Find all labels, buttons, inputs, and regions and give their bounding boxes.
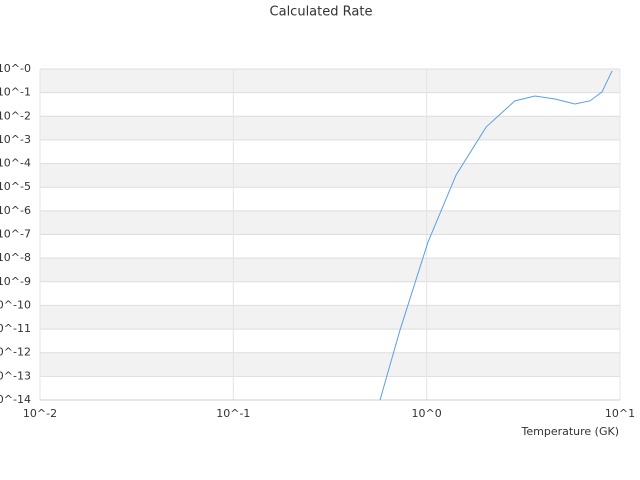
grid-band xyxy=(40,163,620,188)
grid-band xyxy=(40,210,620,235)
grid-band xyxy=(40,258,620,282)
y-tick-label: 10^-7 xyxy=(0,228,31,241)
y-tick-label: 10^-6 xyxy=(0,204,31,217)
y-tick-label: 10^-11 xyxy=(0,322,31,335)
y-tick-label: 10^-9 xyxy=(0,275,31,288)
grid-band xyxy=(40,139,620,164)
y-tick-label: 10^-2 xyxy=(0,109,31,122)
series-line xyxy=(379,70,613,401)
y-tick-label: 10^-3 xyxy=(0,133,31,146)
y-tick-label: 10^-8 xyxy=(0,251,31,264)
y-tick-label: 10^-5 xyxy=(0,180,31,193)
grid-band xyxy=(40,187,620,211)
x-axis-label: Temperature (GK) xyxy=(521,425,620,438)
y-tick-label: 10^-12 xyxy=(0,346,31,359)
y-tick-label: 10^-14 xyxy=(0,393,31,406)
x-tick-label: 10^-1 xyxy=(216,407,250,420)
x-tick-label: 10^1 xyxy=(605,407,635,420)
grid-band xyxy=(40,234,620,259)
y-tick-label: 10^-1 xyxy=(0,86,31,99)
grid-band xyxy=(40,352,620,377)
y-tick-label: 10^-4 xyxy=(0,157,31,170)
grid-band xyxy=(40,376,620,400)
grid-band xyxy=(40,92,620,117)
x-tick-label: 10^0 xyxy=(412,407,442,420)
x-tick-label: 10^-2 xyxy=(23,407,57,420)
y-tick-label: 10^-10 xyxy=(0,298,31,311)
y-tick-label: 10^-0 xyxy=(0,62,31,75)
chart-title: Calculated Rate xyxy=(270,5,373,20)
grid-band xyxy=(40,305,620,330)
y-tick-label: 10^-13 xyxy=(0,369,31,382)
grid xyxy=(39,68,621,401)
grid-band xyxy=(40,329,620,353)
grid-band xyxy=(40,69,620,93)
grid-band xyxy=(40,116,620,140)
grid-band xyxy=(40,281,620,306)
